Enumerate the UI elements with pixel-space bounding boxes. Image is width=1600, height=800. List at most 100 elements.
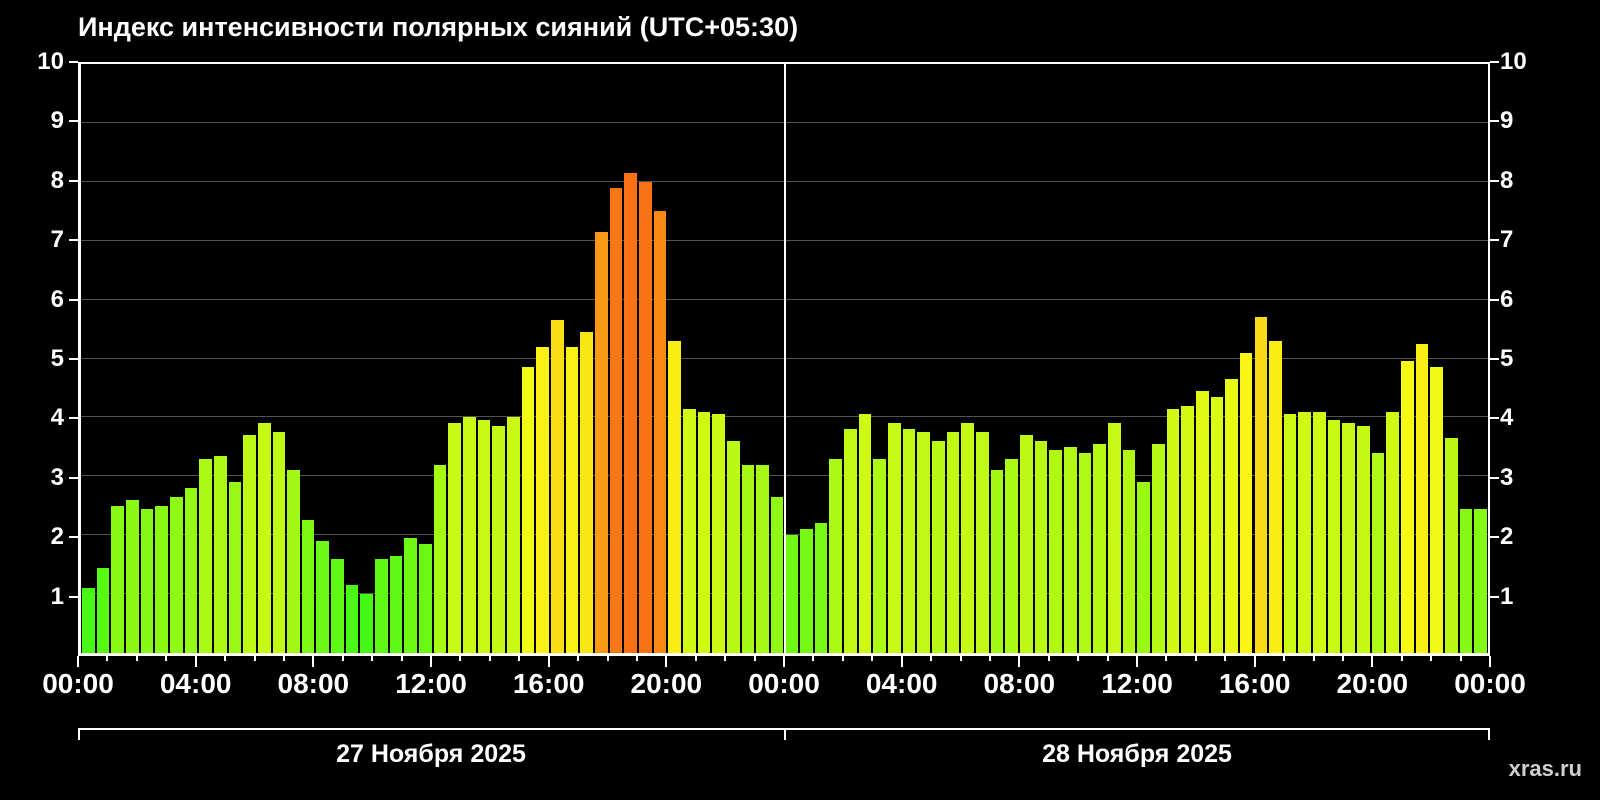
y-tick-label-right: 1 — [1500, 582, 1514, 610]
x-tick-mark-minor — [1400, 656, 1403, 661]
y-tick-mark — [69, 120, 78, 123]
bar — [550, 320, 564, 653]
bar — [1210, 396, 1224, 653]
bar — [1063, 446, 1077, 653]
y-tick-mark — [69, 179, 78, 182]
y-tick-mark — [1490, 595, 1499, 598]
y-tick-label-left: 8 — [50, 166, 64, 194]
x-tick-mark-major — [77, 656, 79, 667]
x-tick-mark-major — [665, 656, 668, 667]
day-divider-line — [783, 64, 786, 653]
bar — [389, 555, 403, 653]
date-axis-tick — [1488, 728, 1490, 740]
bar — [917, 432, 931, 653]
bar — [463, 417, 476, 653]
bar — [902, 429, 916, 653]
bar — [1093, 443, 1106, 653]
bar — [1313, 411, 1326, 653]
y-tick-mark — [69, 298, 78, 301]
bar — [536, 346, 549, 653]
bar — [213, 455, 227, 653]
x-tick-mark-minor — [371, 656, 374, 661]
bar — [770, 496, 784, 653]
bar — [345, 585, 359, 653]
x-tick-mark-minor — [1165, 656, 1168, 661]
y-tick-mark — [1490, 179, 1499, 182]
bar — [360, 594, 374, 653]
bar — [844, 429, 857, 653]
y-tick-mark — [69, 358, 78, 360]
y-tick-label-left: 6 — [50, 285, 64, 313]
bar — [638, 181, 652, 653]
x-tick-label: 00:00 — [1454, 668, 1526, 699]
bar — [301, 520, 315, 653]
bar — [873, 458, 887, 653]
x-tick-label: 00:00 — [748, 668, 820, 699]
x-tick-mark-minor — [959, 656, 962, 661]
y-tick-mark — [1490, 120, 1499, 123]
bar — [82, 588, 95, 653]
x-tick-mark-major — [1489, 656, 1491, 667]
bar — [888, 423, 901, 653]
date-label-day1: 27 Ноября 2025 — [336, 740, 526, 768]
y-tick-label-left: 9 — [50, 107, 64, 135]
bar — [976, 432, 989, 653]
y-tick-mark — [69, 476, 78, 479]
bar — [756, 464, 769, 653]
x-tick-mark-minor — [488, 656, 491, 661]
x-tick-label: 08:00 — [983, 668, 1056, 699]
x-tick-mark-major — [1253, 656, 1256, 667]
x-tick-mark-minor — [282, 656, 285, 661]
x-tick-mark-minor — [1224, 656, 1227, 661]
x-tick-mark-minor — [841, 656, 844, 661]
y-tick-label-right: 8 — [1500, 166, 1514, 194]
x-tick-mark-minor — [1312, 656, 1315, 661]
y-tick-mark — [1490, 417, 1499, 420]
bar — [375, 558, 388, 653]
bar — [609, 187, 623, 653]
bar — [594, 231, 608, 653]
bar — [404, 538, 418, 653]
bar — [682, 408, 696, 653]
x-tick-mark-minor — [224, 656, 227, 661]
bar — [624, 172, 637, 653]
bar — [565, 346, 579, 653]
chart-title: Индекс интенсивности полярных сияний (UT… — [78, 12, 799, 42]
bar — [228, 482, 242, 653]
y-tick-mark — [69, 417, 78, 420]
bar — [1386, 411, 1400, 653]
x-tick-mark-minor — [1341, 656, 1344, 661]
x-tick-mark-minor — [1283, 656, 1286, 661]
bar — [1445, 438, 1458, 653]
bar — [668, 340, 681, 653]
x-tick-label: 16:00 — [1218, 668, 1291, 699]
y-tick-mark — [1490, 61, 1499, 63]
y-tick-label-right: 4 — [1500, 404, 1514, 432]
y-tick-label-left: 2 — [50, 523, 64, 551]
y-tick-mark — [1490, 239, 1499, 242]
bar — [829, 458, 843, 653]
bar — [785, 535, 799, 653]
x-tick-mark-minor — [753, 656, 756, 661]
bar — [96, 567, 110, 653]
y-tick-label-left: 10 — [37, 48, 64, 75]
y-tick-mark — [69, 239, 78, 242]
x-tick-mark-minor — [1459, 656, 1462, 661]
bar — [140, 508, 154, 653]
y-tick-label-right: 3 — [1500, 463, 1514, 491]
x-tick-mark-minor — [635, 656, 638, 661]
y-tick-label-right: 7 — [1500, 226, 1514, 254]
bar — [1034, 440, 1048, 653]
x-tick-mark-minor — [106, 656, 109, 661]
y-tick-mark — [1490, 358, 1499, 360]
x-tick-label: 20:00 — [1336, 668, 1409, 699]
bar — [990, 470, 1004, 653]
y-tick-label-right: 5 — [1500, 345, 1514, 372]
watermark: xras.ru — [1508, 756, 1582, 781]
y-tick-mark — [69, 536, 78, 539]
x-tick-label: 16:00 — [512, 668, 585, 699]
x-tick-mark-major — [194, 656, 197, 667]
bar — [946, 432, 960, 653]
bar — [155, 505, 168, 653]
bar — [1298, 411, 1312, 653]
